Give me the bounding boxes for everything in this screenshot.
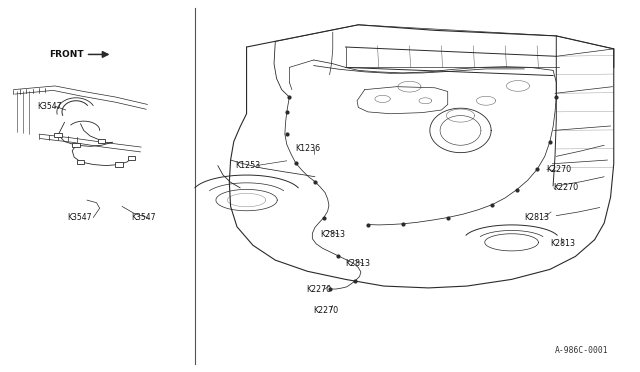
Text: K2270: K2270 [314, 306, 339, 315]
Text: A-986C-0001: A-986C-0001 [555, 346, 609, 355]
Text: FRONT: FRONT [49, 50, 84, 59]
Text: K2270: K2270 [547, 165, 572, 174]
Text: K3547: K3547 [68, 213, 92, 222]
Bar [72, 143, 80, 147]
Bar [77, 160, 84, 164]
Text: K1253: K1253 [236, 161, 261, 170]
Text: K2813: K2813 [524, 213, 549, 222]
Text: K2813: K2813 [346, 259, 371, 268]
Text: K1236: K1236 [296, 144, 321, 153]
Text: K2813: K2813 [550, 239, 575, 248]
Bar [115, 162, 123, 167]
Text: K3547: K3547 [132, 213, 156, 222]
Text: K2270: K2270 [554, 183, 579, 192]
Text: K3547: K3547 [38, 102, 62, 111]
Bar [128, 156, 136, 160]
Text: K2270: K2270 [306, 285, 331, 294]
Bar [98, 138, 106, 143]
Text: K2813: K2813 [320, 230, 345, 239]
Bar [54, 133, 62, 137]
